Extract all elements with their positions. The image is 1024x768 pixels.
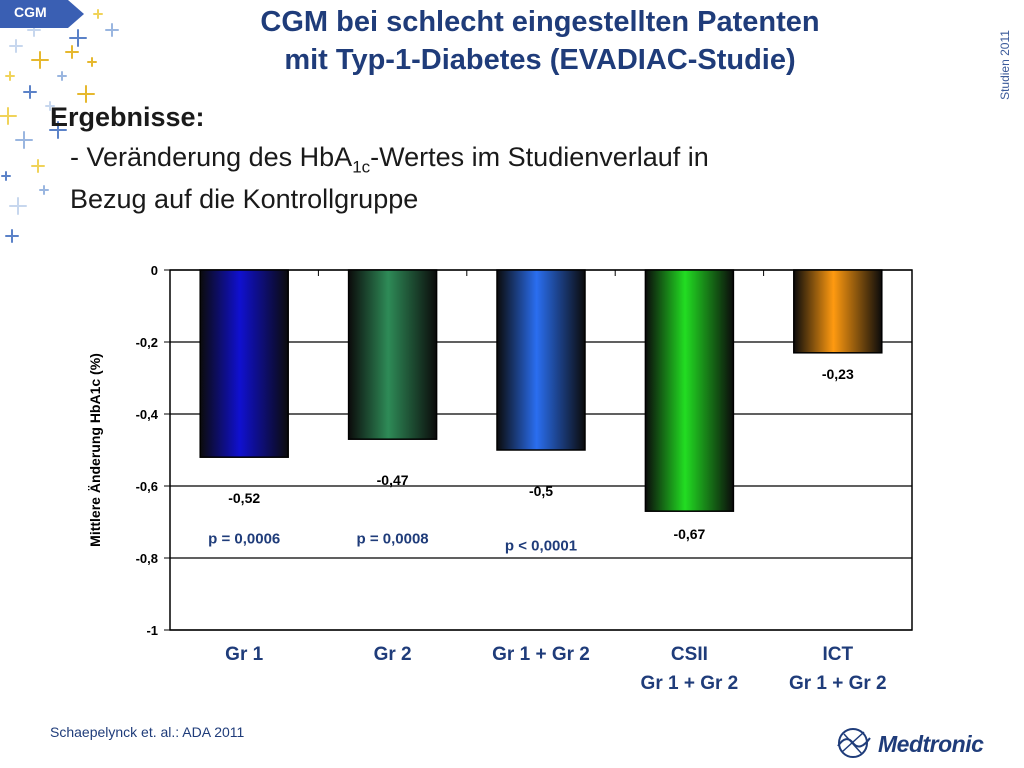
x-tick-label: CSII: [671, 644, 708, 665]
data-label: -0,23: [822, 366, 854, 382]
cgm-tag: CGM: [14, 4, 47, 20]
x-tick-label: Gr 1 + Gr 2: [492, 644, 590, 665]
star-icon: [93, 9, 103, 19]
side-label-container: Studien 2011: [990, 20, 1020, 110]
bar: [644, 269, 735, 512]
bar: [793, 269, 883, 354]
y-tick-label: -0,4: [136, 407, 159, 422]
data-label: -0,47: [377, 472, 409, 488]
data-label: -0,5: [529, 483, 553, 499]
y-tick-label: -0,2: [136, 335, 158, 350]
bar: [496, 269, 586, 451]
results-line1-sub: 1c: [352, 157, 371, 177]
star-icon: [9, 197, 27, 215]
p-value-annotation: p = 0,0006: [208, 531, 280, 548]
y-tick-label: 0: [151, 263, 158, 278]
bar: [347, 269, 438, 440]
results-line1-post: -Wertes im Studienverlauf in: [370, 142, 709, 172]
medtronic-logo-icon: [837, 728, 871, 758]
cgm-tab-shape: [0, 0, 84, 28]
side-label: Studien 2011: [998, 30, 1012, 100]
x-tick-label: Gr 1: [225, 644, 263, 665]
star-icon: [77, 85, 95, 103]
star-icon: [5, 229, 19, 243]
results-bullet-line1: - Veränderung des HbA1c-Wertes im Studie…: [70, 142, 709, 177]
star-icon: [9, 39, 23, 53]
bar: [199, 269, 289, 458]
p-value-annotation: p < 0,0001: [505, 538, 577, 555]
star-icon: [0, 107, 17, 125]
results-bullet-line2: Bezug auf die Kontrollgruppe: [70, 184, 419, 214]
page-title-line1: CGM bei schlecht eingestellten Patenten: [260, 6, 820, 38]
star-icon: [45, 101, 55, 111]
results-line1-pre: - Veränderung des HbA: [70, 142, 353, 172]
data-label: -0,67: [673, 526, 705, 542]
y-tick-label: -0,8: [136, 551, 158, 566]
x-tick-label: Gr 1 + Gr 2: [641, 673, 739, 694]
medtronic-logo-text: Medtronic: [878, 731, 984, 757]
y-tick-label: -1: [146, 623, 158, 638]
star-icon: [87, 57, 97, 67]
results-heading: Ergebnisse:: [50, 102, 205, 132]
data-label: -0,52: [228, 490, 260, 506]
star-icon: [31, 51, 49, 69]
star-icon: [49, 121, 67, 139]
y-tick-label: -0,6: [136, 479, 158, 494]
x-tick-label: Gr 1 + Gr 2: [789, 673, 887, 694]
star-icon: [5, 71, 15, 81]
x-tick-label: Gr 2: [374, 644, 412, 665]
p-value-annotation: p = 0,0008: [357, 531, 429, 548]
page-title-line2: mit Typ-1-Diabetes (EVADIAC-Studie): [284, 44, 796, 76]
star-icon: [105, 23, 119, 37]
star-icon: [39, 185, 49, 195]
star-icon: [15, 131, 33, 149]
x-tick-label: ICT: [822, 644, 853, 665]
hba1c-bar-chart: 0 -0,2 -0,4 -0,6 -0,8 -1 Mittlere Änderung HbA…: [87, 263, 913, 694]
star-icon: [31, 159, 45, 173]
star-icon: [69, 29, 87, 47]
citation: Schaepelynck et. al.: ADA 2011: [50, 724, 245, 740]
y-axis-label: Mittlere Änderung HbA1c (%): [87, 353, 103, 547]
star-icon: [1, 171, 11, 181]
star-icon: [23, 85, 37, 99]
star-icon: [57, 71, 67, 81]
star-icon: [65, 45, 79, 59]
